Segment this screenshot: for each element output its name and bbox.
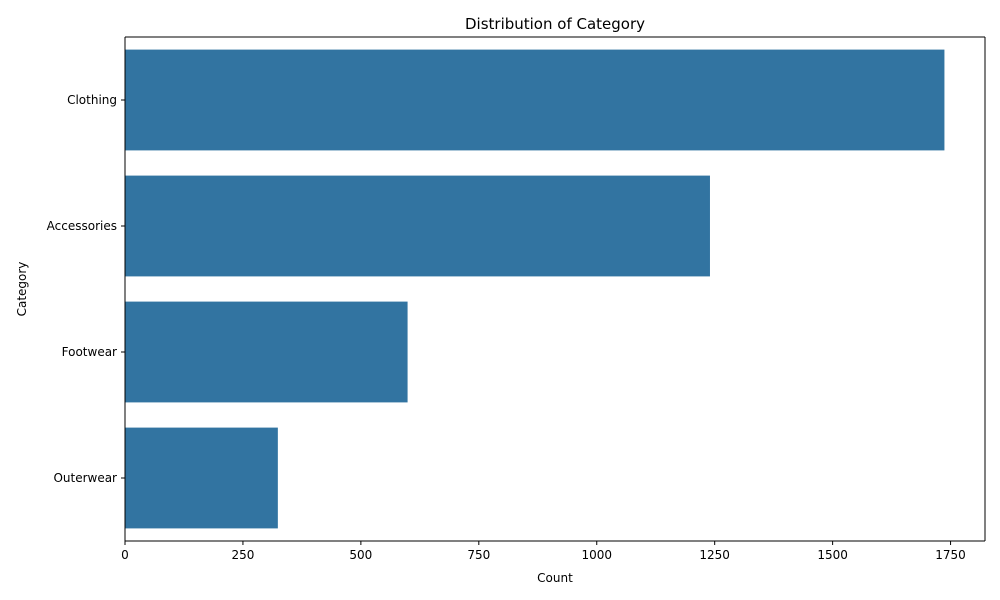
- y-tick-label: Clothing: [67, 93, 117, 107]
- bar-accessories: [125, 175, 710, 277]
- bar-clothing: [125, 49, 945, 151]
- y-tick-label: Outerwear: [53, 471, 117, 485]
- x-tick-label: 1500: [817, 548, 848, 562]
- x-tick-label: 1250: [699, 548, 730, 562]
- x-tick-label: 1000: [581, 548, 612, 562]
- x-axis-label: Count: [537, 571, 573, 585]
- x-tick-label: 250: [231, 548, 254, 562]
- x-tick-label: 1750: [935, 548, 966, 562]
- y-tick-label: Accessories: [47, 219, 117, 233]
- y-axis-ticks: Clothing Accessories Footwear Outerwear: [47, 93, 125, 485]
- bar-footwear: [125, 301, 408, 403]
- bars-group: [125, 49, 945, 529]
- y-axis-label: Category: [15, 262, 29, 317]
- bar-outerwear: [125, 427, 278, 529]
- x-axis-ticks: 0 250 500 750 1000 1250 1500 1750: [121, 541, 966, 562]
- x-tick-label: 750: [467, 548, 490, 562]
- y-tick-label: Footwear: [62, 345, 117, 359]
- x-tick-label: 500: [349, 548, 372, 562]
- chart-title: Distribution of Category: [465, 15, 645, 33]
- x-tick-label: 0: [121, 548, 129, 562]
